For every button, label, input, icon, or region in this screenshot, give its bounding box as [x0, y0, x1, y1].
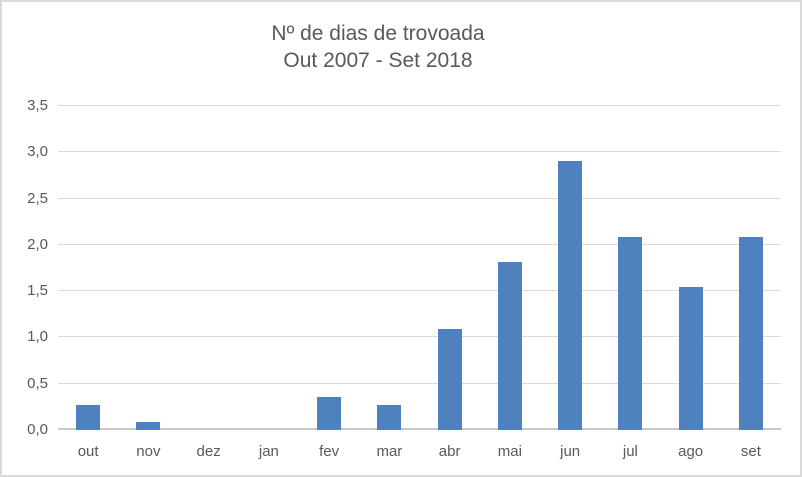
bar-nov	[136, 421, 161, 430]
gridline	[58, 105, 781, 106]
x-tick-label-jun: jun	[560, 443, 581, 460]
chart-subtitle: Out 2007 - Set 2018	[283, 49, 473, 72]
gridline	[58, 336, 781, 338]
bar-set	[738, 236, 763, 430]
plot-area	[58, 105, 781, 430]
x-axis-line	[58, 428, 781, 430]
x-tick-label-set: set	[740, 443, 761, 460]
bar-abr	[437, 329, 462, 430]
x-tick-label-nov: nov	[136, 443, 161, 460]
x-tick-label-mai: mai	[497, 443, 522, 460]
y-tick-label: 2,5	[27, 189, 48, 207]
gridline	[58, 382, 781, 384]
bar-ago	[678, 286, 703, 430]
bar-jun	[558, 160, 583, 430]
x-tick-label-abr: abr	[438, 443, 461, 460]
gridline	[58, 197, 781, 199]
gridline	[58, 243, 781, 245]
bar-fev	[317, 396, 342, 430]
x-tick-label-ago: ago	[678, 443, 704, 460]
bar-mai	[497, 261, 522, 430]
chart-title: Nº de dias de trovoada	[271, 22, 485, 45]
bar-out	[76, 405, 101, 430]
y-tick-label: 3,5	[27, 97, 48, 114]
x-tick-label-fev: fev	[319, 443, 340, 460]
gridline	[58, 290, 781, 292]
x-tick-label-out: out	[77, 443, 99, 460]
y-tick-label: 0,5	[27, 374, 48, 392]
chart-title-block: Nº de dias de trovoada Out 2007 - Set 20…	[2, 20, 754, 74]
bar-jul	[618, 236, 643, 430]
y-tick-label: 1,0	[27, 328, 48, 346]
x-tick-label-jan: jan	[258, 443, 279, 460]
x-tick-label-jul: jul	[622, 443, 638, 460]
y-tick-label: 2,0	[27, 235, 48, 253]
y-tick-label: 3,0	[27, 143, 48, 161]
gridline	[58, 151, 781, 153]
y-tick-label: 0,0	[27, 421, 48, 438]
y-tick-label: 1,5	[27, 282, 48, 300]
x-tick-label-dez: dez	[196, 443, 221, 460]
bar-mar	[377, 405, 402, 430]
x-tick-label-mar: mar	[376, 443, 403, 460]
